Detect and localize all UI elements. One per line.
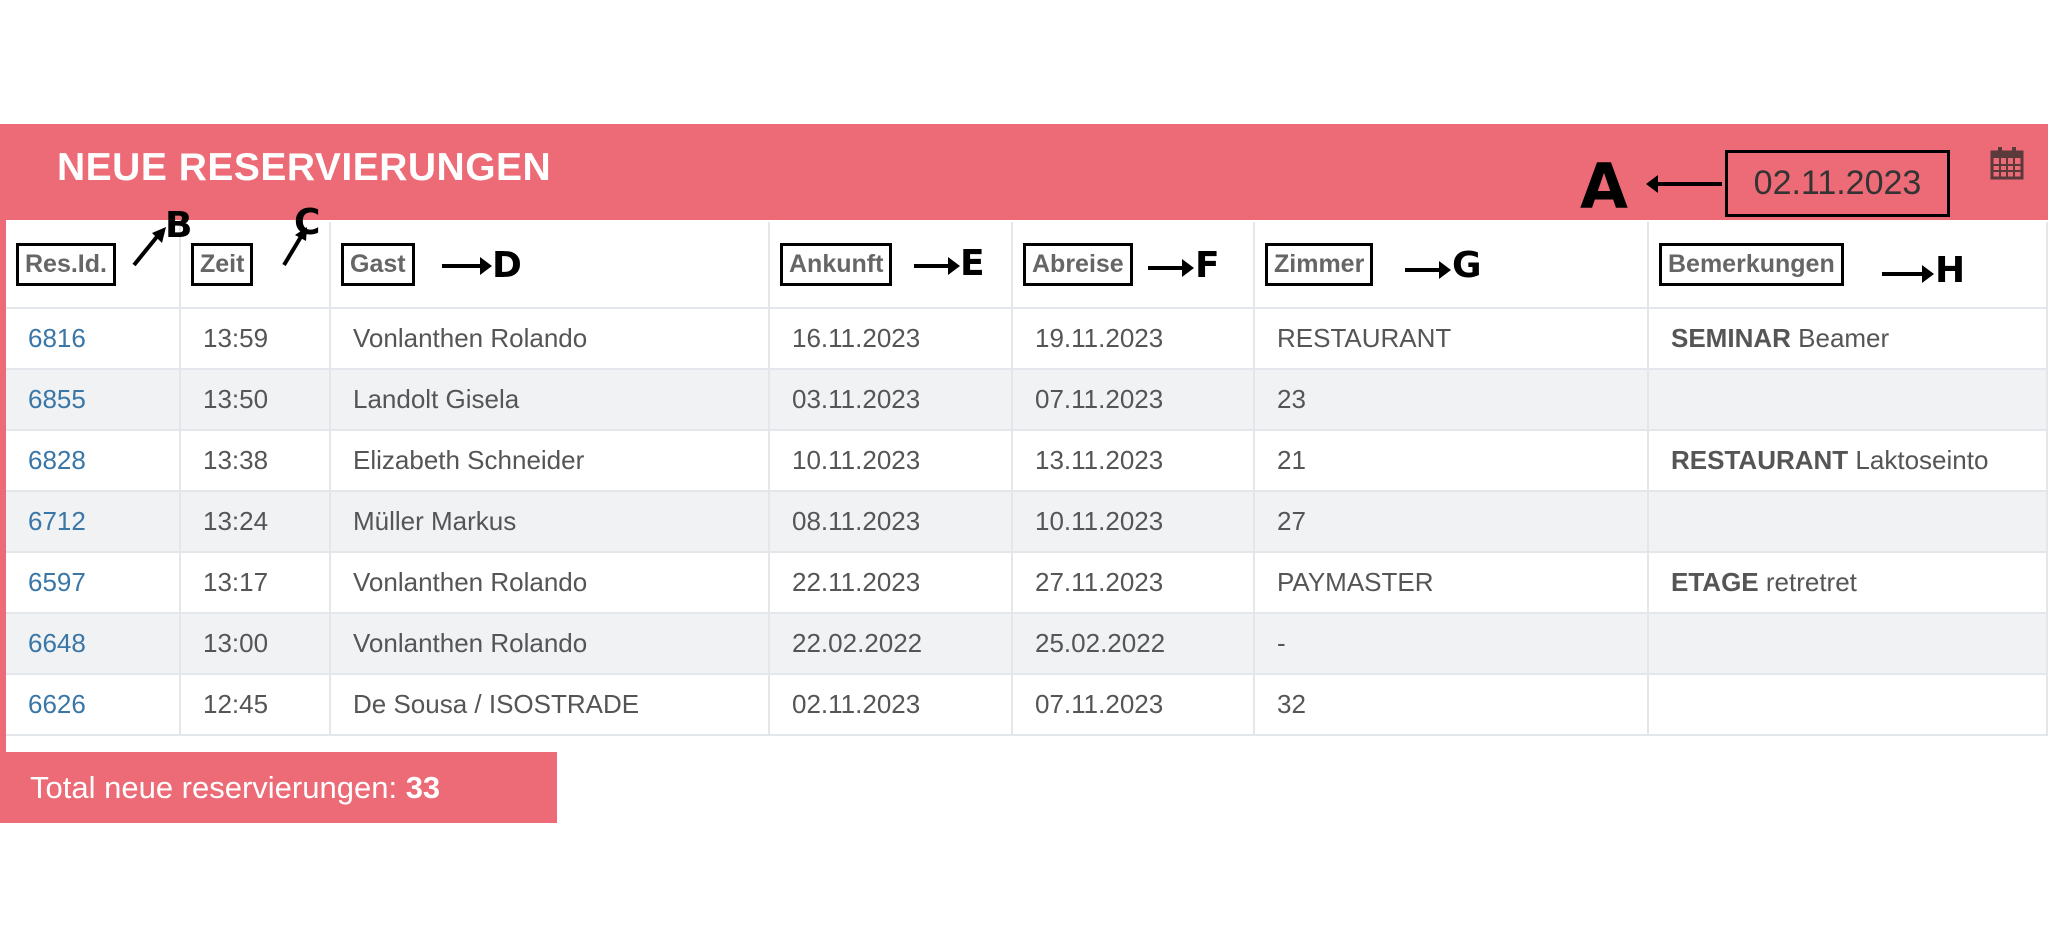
cell-ankunft: 08.11.2023: [769, 491, 1013, 553]
cell-bemerkungen: SEMINAR Beamer: [1648, 308, 2048, 370]
calendar-icon[interactable]: [1990, 146, 2024, 180]
cell-bemerkungen: RESTAURANT Laktoseinto: [1648, 430, 2048, 492]
table-row[interactable]: 6816 13:59 Vonlanthen Rolando 16.11.2023 19.…: [6, 308, 2048, 370]
cell-zimmer: RESTAURANT: [1254, 308, 1649, 370]
reservation-id-link[interactable]: 6816: [6, 308, 181, 370]
column-header[interactable]: Zimmer: [1254, 222, 1649, 309]
page-title: NEUE RESERVIERUNGEN: [57, 146, 552, 189]
table-row[interactable]: 6828 13:38 Elizabeth Schneider 10.11.2023 13…: [6, 430, 2048, 492]
cell-zeit: 13:38: [180, 430, 331, 492]
annotation-e: E: [960, 243, 985, 284]
annotation-arrow: [1405, 261, 1451, 279]
cell-zeit: 12:45: [180, 674, 331, 736]
reservations-table: Res.Id. Zeit Gast Ankunft Abreise Zimmer Bemer…: [6, 222, 2048, 736]
column-header[interactable]: Bemerkungen: [1648, 222, 2048, 309]
remark-text: Beamer: [1798, 323, 1890, 353]
cell-zimmer: 27: [1254, 491, 1649, 553]
cell-zimmer: -: [1254, 613, 1649, 675]
column-header[interactable]: Res.Id.: [6, 222, 181, 309]
remark-text: retretret: [1765, 567, 1857, 597]
remark-category: ETAGE: [1671, 567, 1759, 597]
annotation-f: F: [1195, 245, 1220, 286]
column-header-label: Zeit: [191, 243, 254, 286]
cell-gast: Vonlanthen Rolando: [330, 613, 770, 675]
reservation-id-link[interactable]: 6597: [6, 552, 181, 614]
reservations-panel: [0, 124, 2048, 752]
annotation-arrow: [1646, 175, 1722, 193]
reservation-id-link[interactable]: 6626: [6, 674, 181, 736]
cell-gast: Elizabeth Schneider: [330, 430, 770, 492]
cell-abreise: 27.11.2023: [1012, 552, 1255, 614]
cell-gast: Müller Markus: [330, 491, 770, 553]
cell-zeit: 13:59: [180, 308, 331, 370]
reservation-id-link[interactable]: 6828: [6, 430, 181, 492]
column-header[interactable]: Gast: [330, 222, 770, 309]
annotation-b: B: [165, 205, 193, 246]
cell-gast: Landolt Gisela: [330, 369, 770, 431]
column-header-label: Res.Id.: [16, 243, 116, 286]
annotation-arrow: [282, 227, 307, 267]
cell-zimmer: PAYMASTER: [1254, 552, 1649, 614]
table-row[interactable]: 6712 13:24 Müller Markus 08.11.2023 10.11.20…: [6, 491, 2048, 553]
total-label: Total neue reservierungen:: [30, 770, 406, 805]
reservation-id-link[interactable]: 6712: [6, 491, 181, 553]
cell-zeit: 13:17: [180, 552, 331, 614]
cell-abreise: 19.11.2023: [1012, 308, 1255, 370]
cell-gast: Vonlanthen Rolando: [330, 308, 770, 370]
cell-abreise: 10.11.2023: [1012, 491, 1255, 553]
remark-category: RESTAURANT: [1671, 445, 1849, 475]
annotation-arrow: [1148, 259, 1194, 277]
annotation-arrow: [442, 257, 492, 275]
reservation-id-link[interactable]: 6648: [6, 613, 181, 675]
cell-abreise: 07.11.2023: [1012, 369, 1255, 431]
date-field[interactable]: 02.11.2023: [1725, 150, 1950, 217]
cell-abreise: 25.02.2022: [1012, 613, 1255, 675]
panel-header: [0, 124, 2048, 220]
remark-text: Laktoseinto: [1855, 445, 1989, 475]
cell-ankunft: 10.11.2023: [769, 430, 1013, 492]
annotation-g: G: [1452, 245, 1482, 286]
cell-ankunft: 22.11.2023: [769, 552, 1013, 614]
annotation-d: D: [492, 245, 522, 286]
cell-bemerkungen: ETAGE retretret: [1648, 552, 2048, 614]
cell-ankunft: 02.11.2023: [769, 674, 1013, 736]
cell-bemerkungen: [1648, 369, 2048, 431]
remark-category: SEMINAR: [1671, 323, 1791, 353]
table-row[interactable]: 6855 13:50 Landolt Gisela 03.11.2023 07.11.2…: [6, 369, 2048, 431]
annotation-a: A: [1580, 150, 1628, 223]
cell-gast: De Sousa / ISOSTRADE: [330, 674, 770, 736]
total-value: 33: [405, 770, 441, 805]
annotation-arrow: [1882, 265, 1934, 283]
cell-abreise: 07.11.2023: [1012, 674, 1255, 736]
cell-zeit: 13:00: [180, 613, 331, 675]
cell-ankunft: 22.02.2022: [769, 613, 1013, 675]
cell-bemerkungen: [1648, 613, 2048, 675]
cell-abreise: 13.11.2023: [1012, 430, 1255, 492]
column-header-label: Ankunft: [780, 243, 893, 286]
column-header[interactable]: Abreise: [1012, 222, 1255, 309]
cell-gast: Vonlanthen Rolando: [330, 552, 770, 614]
cell-zeit: 13:24: [180, 491, 331, 553]
cell-zimmer: 32: [1254, 674, 1649, 736]
column-header-label: Abreise: [1023, 243, 1133, 286]
annotation-arrow: [132, 227, 166, 267]
total-count: Total neue reservierungen: 33: [0, 752, 557, 823]
column-header[interactable]: Ankunft: [769, 222, 1013, 309]
column-header-label: Bemerkungen: [1659, 243, 1844, 286]
column-header-label: Zimmer: [1265, 243, 1374, 286]
reservation-id-link[interactable]: 6855: [6, 369, 181, 431]
column-header-label: Gast: [341, 243, 415, 286]
annotation-h: H: [1935, 250, 1966, 291]
table-row[interactable]: 6597 13:17 Vonlanthen Rolando 22.11.2023 27.…: [6, 552, 2048, 614]
cell-bemerkungen: [1648, 674, 2048, 736]
cell-zeit: 13:50: [180, 369, 331, 431]
cell-zimmer: 23: [1254, 369, 1649, 431]
cell-ankunft: 16.11.2023: [769, 308, 1013, 370]
cell-ankunft: 03.11.2023: [769, 369, 1013, 431]
cell-bemerkungen: [1648, 491, 2048, 553]
table-row[interactable]: 6626 12:45 De Sousa / ISOSTRADE 02.11.2023 0…: [6, 674, 2048, 736]
table-row[interactable]: 6648 13:00 Vonlanthen Rolando 22.02.2022 25.…: [6, 613, 2048, 675]
cell-zimmer: 21: [1254, 430, 1649, 492]
annotation-arrow: [914, 257, 960, 275]
